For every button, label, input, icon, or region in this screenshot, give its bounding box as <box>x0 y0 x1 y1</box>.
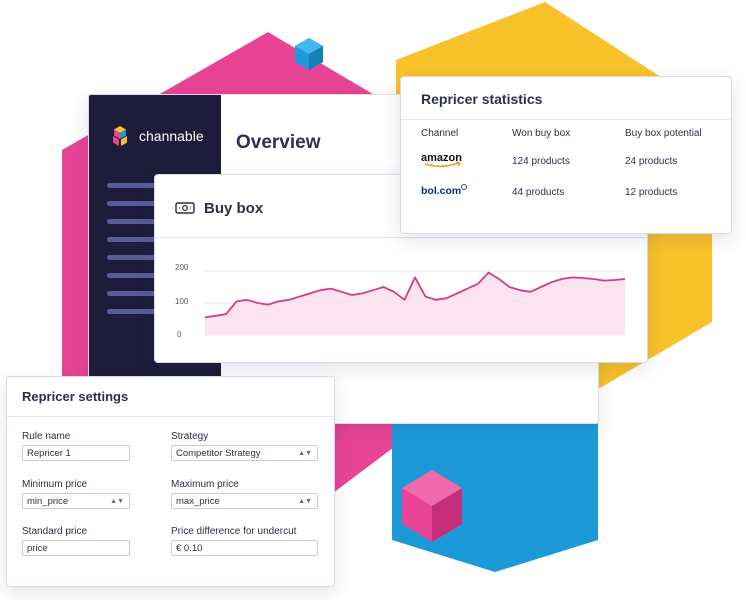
page-title: Overview <box>236 132 321 153</box>
potential-amazon: 24 products <box>625 156 678 167</box>
amazon-logo: amazon <box>421 152 462 168</box>
won-amazon: 124 products <box>512 156 570 167</box>
y-tick-label: 100 <box>175 297 189 306</box>
buy-box-header: Buy box <box>155 175 647 238</box>
amazon-logo-text: amazon <box>421 152 462 164</box>
repricer-settings-card: Repricer settings Rule name Repricer 1 S… <box>6 376 335 587</box>
column-header-won: Won buy box <box>512 128 571 139</box>
select-arrows-icon: ▲▼ <box>110 498 124 505</box>
sidebar-item-6[interactable] <box>107 273 187 278</box>
bol-logo-text: bol.com <box>421 185 461 197</box>
max-price-value: max_price <box>176 496 220 507</box>
select-arrows-icon: ▲▼ <box>298 450 312 457</box>
bol-logo: bol.com <box>421 184 467 197</box>
undercut-label: Price difference for undercut <box>171 526 297 537</box>
strategy-label: Strategy <box>171 431 209 442</box>
series-area <box>205 272 625 335</box>
divider <box>401 119 731 120</box>
brand-name: channable <box>139 128 204 144</box>
max-price-label: Maximum price <box>171 479 239 490</box>
strategy-value: Competitor Strategy <box>176 448 261 459</box>
standard-price-input[interactable]: price <box>22 540 130 556</box>
potential-bol: 12 products <box>625 187 678 198</box>
column-header-potential: Buy box potential <box>625 128 702 139</box>
standard-price-label: Standard price <box>22 526 88 537</box>
y-tick-label: 200 <box>175 263 189 272</box>
channable-logo-icon <box>113 126 127 146</box>
money-icon <box>175 202 195 214</box>
stats-title: Repricer statistics <box>421 91 543 107</box>
repricer-statistics-card: Repricer statistics Channel Won buy box … <box>400 76 732 234</box>
sidebar-item-7[interactable] <box>107 291 199 296</box>
sidebar-item-2[interactable] <box>107 201 187 206</box>
min-price-value: min_price <box>27 496 69 507</box>
y-tick-label: 0 <box>177 330 182 339</box>
buy-box-chart <box>204 270 626 336</box>
won-bol: 44 products <box>512 187 565 198</box>
buy-box-title: Buy box <box>204 200 264 217</box>
small-blue-cube-icon <box>295 38 323 70</box>
brand[interactable]: channable <box>109 125 204 147</box>
sidebar-item-4[interactable] <box>107 237 195 242</box>
strategy-select[interactable]: Competitor Strategy ▲▼ <box>171 445 318 461</box>
settings-title: Repricer settings <box>22 389 129 404</box>
rule-name-label: Rule name <box>22 431 71 442</box>
undercut-input[interactable]: € 0.10 <box>171 540 318 556</box>
min-price-select[interactable]: min_price ▲▼ <box>22 493 130 509</box>
pink-cube-icon <box>402 470 462 542</box>
divider <box>7 416 334 417</box>
min-price-label: Minimum price <box>22 479 88 490</box>
max-price-select[interactable]: max_price ▲▼ <box>171 493 318 509</box>
select-arrows-icon: ▲▼ <box>298 498 312 505</box>
column-header-channel: Channel <box>421 128 459 139</box>
rule-name-input[interactable]: Repricer 1 <box>22 445 130 461</box>
